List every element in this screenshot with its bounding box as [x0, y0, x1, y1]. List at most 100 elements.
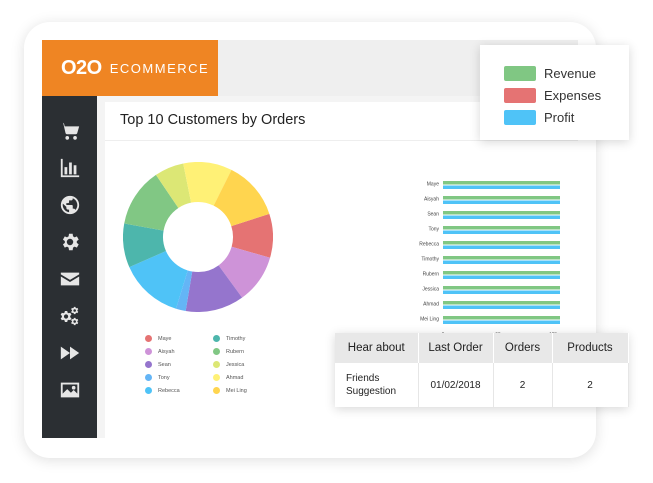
- column-header-products[interactable]: Products: [552, 333, 629, 363]
- pie-legend-item-timothy[interactable]: Timothy: [213, 334, 293, 343]
- bar-profit-rubern[interactable]: [443, 275, 560, 280]
- bar-profit-timothy[interactable]: [443, 260, 560, 265]
- legend-item-expenses[interactable]: Expenses: [480, 84, 629, 106]
- cell-hear-about: Friends Suggestion: [335, 363, 419, 407]
- customer-table-card: Hear about Last Order Orders Products Fr…: [335, 333, 629, 407]
- bar-revenue-jessica[interactable]: [443, 286, 560, 290]
- brand-name: ECOMMERCE: [109, 60, 210, 76]
- divider: [105, 140, 578, 141]
- series-legend: Revenue Expenses Profit: [480, 45, 629, 140]
- pie-legend-item-aisyah[interactable]: Aisyah: [145, 347, 213, 356]
- gear-icon: [62, 233, 79, 250]
- legend-label: Maye: [158, 335, 172, 342]
- y-tick-label: Tony: [428, 227, 439, 233]
- bar-chart-icon: [60, 158, 79, 177]
- bar-revenue-sean[interactable]: [443, 211, 560, 215]
- sidebar-item-settings[interactable]: [50, 223, 90, 260]
- sidebar-item-configuration[interactable]: [50, 297, 90, 334]
- bar-profit-ahmad[interactable]: [443, 305, 560, 310]
- donut-chart: [123, 162, 273, 312]
- legend-label: Revenue: [544, 65, 597, 81]
- legend-dot: [213, 374, 220, 381]
- bar-revenue-aisyah[interactable]: [443, 196, 560, 200]
- gears-icon: [60, 306, 78, 325]
- bar-revenue-mei-ling[interactable]: [443, 316, 560, 320]
- cell-last-order: 01/02/2018: [418, 363, 494, 407]
- bar-revenue-timothy[interactable]: [443, 256, 560, 260]
- bar-revenue-rubern[interactable]: [443, 271, 560, 275]
- legend-label: Ahmad: [226, 374, 244, 381]
- pie-slice-mei-ling[interactable]: [213, 169, 270, 227]
- legend-label: Expenses: [544, 87, 602, 103]
- legend-item-revenue[interactable]: Revenue: [480, 62, 629, 84]
- legend-label: Aisyah: [158, 348, 175, 355]
- y-tick-label: Rebecca: [419, 242, 439, 248]
- bar-revenue-rebecca[interactable]: [443, 241, 560, 245]
- sidebar-item-global[interactable]: [50, 186, 90, 223]
- pie-slice-tony[interactable]: [176, 270, 193, 311]
- bar-revenue-ahmad[interactable]: [443, 301, 560, 305]
- y-tick-label: Jessica: [422, 287, 439, 293]
- sidebar-item-cart[interactable]: [50, 112, 90, 149]
- bar-revenue-maye[interactable]: [443, 181, 560, 185]
- pie-legend-item-mei-ling[interactable]: Mei Ling: [213, 386, 293, 395]
- image-icon: [60, 382, 79, 397]
- bar-profit-tony[interactable]: [443, 230, 560, 235]
- pie-slice-ahmad[interactable]: [183, 162, 232, 206]
- pie-slice-aisyah[interactable]: [218, 246, 271, 298]
- bar-profit-jessica[interactable]: [443, 290, 560, 295]
- bar-profit-aisyah[interactable]: [443, 200, 560, 205]
- cell-orders: 2: [493, 363, 553, 407]
- pie-legend-item-maye[interactable]: Maye: [145, 334, 213, 343]
- legend-label: Mei Ling: [226, 387, 247, 394]
- table-row[interactable]: Friends Suggestion 01/02/2018 2 2: [335, 363, 629, 407]
- legend-swatch: [504, 109, 536, 125]
- bar-revenue-tony[interactable]: [443, 226, 560, 230]
- column-header-last-order[interactable]: Last Order: [418, 333, 494, 363]
- pie-legend-item-tony[interactable]: Tony: [145, 373, 213, 382]
- sidebar-item-media[interactable]: [50, 371, 90, 408]
- legend-dot: [145, 348, 152, 355]
- sidebar-item-messages[interactable]: [50, 260, 90, 297]
- page-title: Top 10 Customers by Orders: [120, 112, 306, 128]
- bar-profit-sean[interactable]: [443, 215, 560, 220]
- pie-legend-item-rebecca[interactable]: Rebecca: [145, 386, 213, 395]
- customer-table: Hear about Last Order Orders Products Fr…: [335, 333, 629, 407]
- pie-slice-rubern[interactable]: [124, 174, 179, 231]
- legend-item-profit[interactable]: Profit: [480, 106, 629, 128]
- bar-profit-rebecca[interactable]: [443, 245, 560, 250]
- pie-legend-item-sean[interactable]: Sean: [145, 360, 213, 369]
- pie-slice-timothy[interactable]: [123, 223, 166, 268]
- column-header-hear-about[interactable]: Hear about: [335, 333, 419, 363]
- pie-slice-jessica[interactable]: [155, 163, 192, 209]
- cell-products: 2: [552, 363, 629, 407]
- fast-forward-icon: [60, 346, 79, 359]
- pie-slice-rebecca[interactable]: [129, 251, 188, 309]
- legend-label: Timothy: [226, 335, 246, 342]
- pie-legend-item-jessica[interactable]: Jessica: [213, 360, 293, 369]
- globe-icon: [60, 195, 79, 214]
- legend-dot: [145, 387, 152, 394]
- cart-icon: [59, 122, 79, 140]
- pie-legend-item-ahmad[interactable]: Ahmad: [213, 373, 293, 382]
- sidebar: [42, 96, 97, 438]
- brand-header[interactable]: O2O ECOMMERCE: [42, 40, 218, 96]
- y-tick-label: Sean: [427, 212, 439, 218]
- legend-dot: [213, 335, 220, 342]
- legend-dot: [213, 361, 220, 368]
- y-tick-label: Timothy: [421, 257, 439, 263]
- pie-slice-maye[interactable]: [231, 213, 273, 258]
- y-tick-label: Rubern: [423, 272, 440, 278]
- bar-profit-mei-ling[interactable]: [443, 320, 560, 325]
- sidebar-item-reports[interactable]: [50, 149, 90, 186]
- y-tick-label: Mei Ling: [420, 317, 439, 323]
- pie-legend-item-rubern[interactable]: Rubern: [213, 347, 293, 356]
- sidebar-item-forward[interactable]: [50, 334, 90, 371]
- pie-slice-sean[interactable]: [185, 265, 243, 312]
- legend-dot: [145, 335, 152, 342]
- legend-dot: [145, 361, 152, 368]
- bar-profit-maye[interactable]: [443, 185, 560, 190]
- legend-label: Tony: [158, 374, 170, 381]
- y-tick-label: Ahmad: [423, 302, 439, 308]
- column-header-orders[interactable]: Orders: [493, 333, 553, 363]
